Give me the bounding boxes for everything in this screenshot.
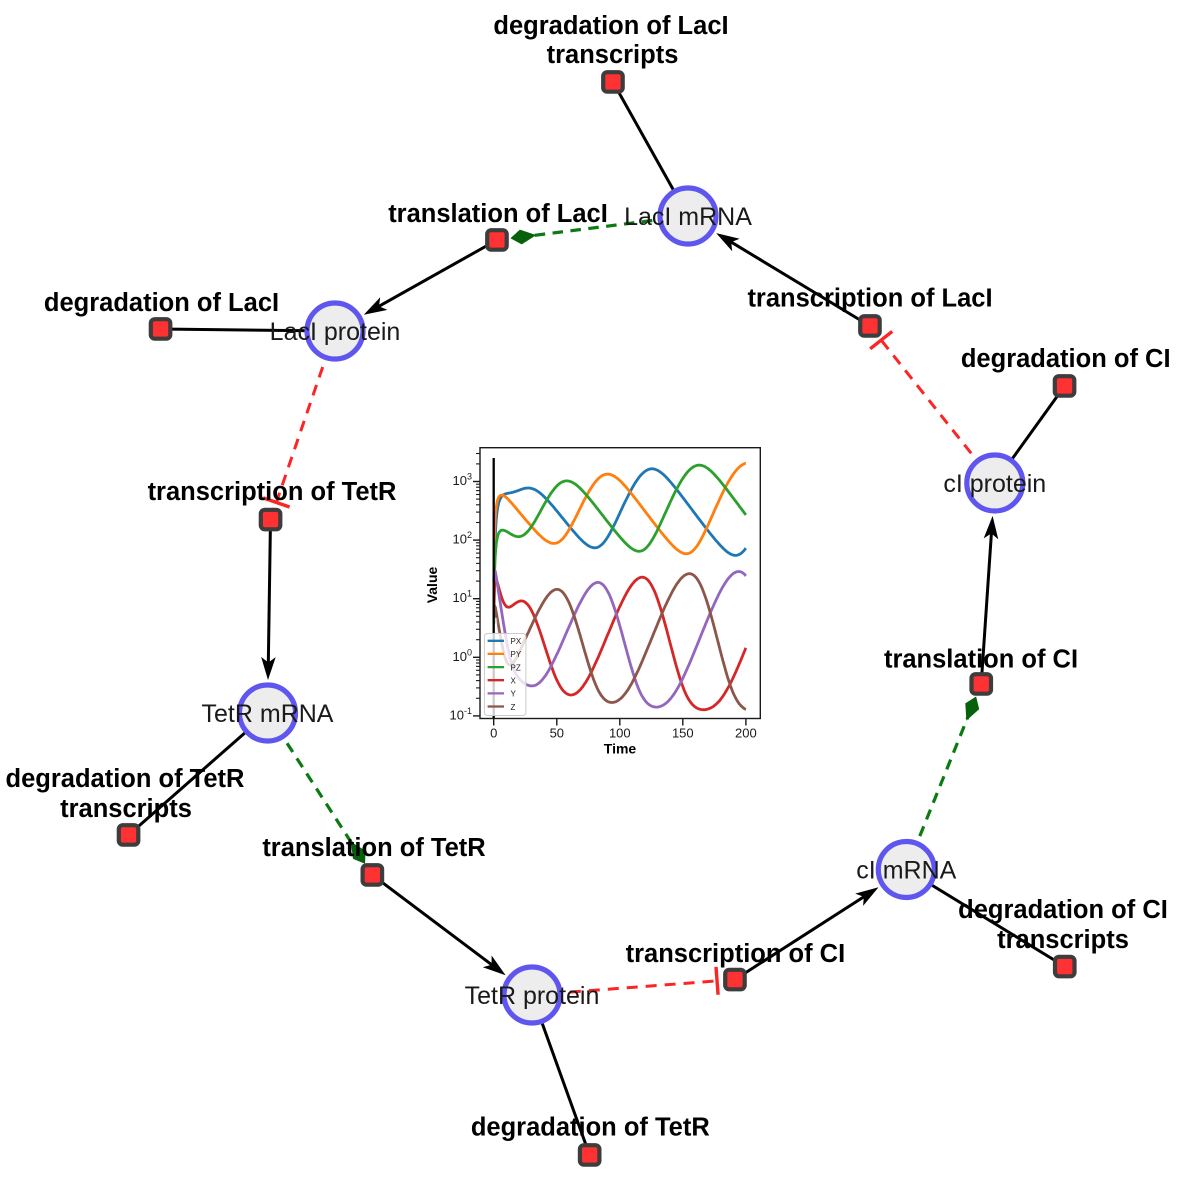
svg-text:transcription of TetR: transcription of TetR — [148, 478, 397, 506]
svg-text:transcripts: transcripts — [997, 926, 1129, 954]
svg-text:150: 150 — [672, 726, 694, 741]
svg-text:200: 200 — [735, 726, 757, 741]
svg-text:degradation of CI: degradation of CI — [958, 896, 1168, 924]
svg-text:degradation of TetR: degradation of TetR — [471, 1114, 710, 1142]
svg-text:degradation of LacI: degradation of LacI — [493, 12, 728, 40]
svg-text:Y: Y — [511, 690, 517, 699]
svg-text:degradation of LacI: degradation of LacI — [44, 289, 279, 317]
svg-text:PY: PY — [511, 650, 522, 659]
svg-text:transcription of LacI: transcription of LacI — [747, 285, 992, 313]
svg-text:translation of CI: translation of CI — [884, 646, 1078, 674]
svg-text:cI protein: cI protein — [943, 470, 1046, 498]
svg-text:0: 0 — [490, 726, 497, 741]
svg-text:transcription of CI: transcription of CI — [626, 940, 846, 968]
svg-text:X: X — [511, 677, 517, 686]
svg-text:cI mRNA: cI mRNA — [856, 857, 956, 885]
svg-text:TetR mRNA: TetR mRNA — [202, 700, 334, 728]
svg-text:LacI mRNA: LacI mRNA — [624, 203, 752, 231]
svg-text:translation of TetR: translation of TetR — [262, 834, 485, 862]
svg-text:translation of LacI: translation of LacI — [388, 200, 608, 228]
svg-text:Value: Value — [424, 567, 440, 604]
svg-text:TetR protein: TetR protein — [465, 982, 600, 1010]
svg-text:degradation of TetR: degradation of TetR — [6, 765, 245, 793]
svg-text:PZ: PZ — [511, 663, 521, 672]
svg-text:PX: PX — [511, 637, 522, 646]
svg-text:100: 100 — [609, 726, 631, 741]
svg-text:50: 50 — [550, 726, 564, 741]
svg-text:LacI protein: LacI protein — [270, 318, 401, 346]
svg-text:Z: Z — [511, 703, 516, 712]
svg-text:transcripts: transcripts — [547, 41, 679, 69]
svg-text:degradation of CI: degradation of CI — [961, 345, 1171, 373]
svg-text:transcripts: transcripts — [60, 795, 192, 823]
svg-text:Time: Time — [604, 741, 637, 757]
